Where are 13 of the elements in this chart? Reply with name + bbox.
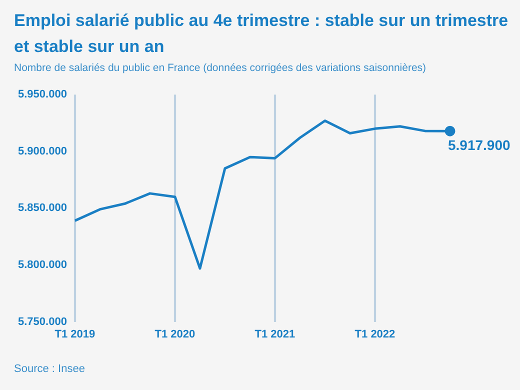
y-tick-label: 5.950.000 (18, 88, 67, 101)
x-tick-label: T1 2019 (54, 328, 96, 340)
chart-title: Emploi salarié public au 4e trimestre : stable sur un trimestre et stable sur un an (14, 10, 510, 58)
y-tick-label: 5.850.000 (18, 202, 67, 214)
y-tick-label: 5.900.000 (18, 145, 67, 158)
data-label: 5.917.900 (448, 136, 510, 153)
x-tick-label: T1 2022 (354, 328, 396, 340)
x-tick-label: T1 2020 (154, 328, 196, 340)
chart-subtitle: Nombre de salariés du public en France (données corrigées des variations saisonnières) (14, 62, 426, 74)
x-tick-label: T1 2021 (254, 328, 296, 340)
y-tick-label: 5.750.000 (18, 316, 67, 328)
y-tick-label: 5.800.000 (18, 259, 67, 272)
source-note: Source : Insee (14, 363, 85, 375)
